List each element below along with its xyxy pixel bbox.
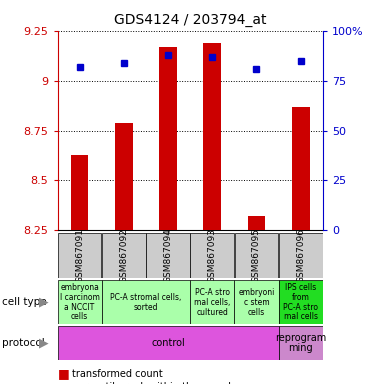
Bar (71, 154, 88, 230)
Bar (58, 326, 279, 360)
Text: cell type: cell type (2, 297, 46, 308)
Text: transformed count: transformed count (72, 369, 163, 379)
Text: control: control (151, 338, 185, 348)
Text: GSM867092: GSM867092 (119, 228, 128, 283)
Text: percentile rank within the sample: percentile rank within the sample (72, 382, 237, 384)
Bar (58, 280, 102, 324)
Bar (146, 233, 190, 278)
Bar (247, 217, 265, 230)
Text: protocol: protocol (2, 338, 45, 348)
Bar (234, 233, 278, 278)
Text: PC-A stro
mal cells,
cultured: PC-A stro mal cells, cultured (194, 288, 230, 316)
Text: GSM867093: GSM867093 (208, 228, 217, 283)
Bar (159, 47, 177, 230)
Text: embryona
l carcinom
a NCCIT
cells: embryona l carcinom a NCCIT cells (60, 283, 99, 321)
Bar (190, 233, 234, 278)
Bar (102, 280, 190, 324)
Bar (58, 233, 102, 278)
Text: IPS cells
from
PC-A stro
mal cells: IPS cells from PC-A stro mal cells (283, 283, 318, 321)
Bar (292, 107, 309, 230)
Text: GSM867094: GSM867094 (164, 228, 173, 283)
Title: GDS4124 / 203794_at: GDS4124 / 203794_at (114, 13, 266, 27)
Bar (115, 122, 133, 230)
Bar (203, 43, 221, 230)
Text: PC-A stromal cells,
sorted: PC-A stromal cells, sorted (110, 293, 182, 312)
Text: ▶: ▶ (39, 336, 49, 349)
Bar (102, 233, 146, 278)
Bar (234, 280, 279, 324)
Bar (190, 280, 234, 324)
Text: GSM867095: GSM867095 (252, 228, 261, 283)
Text: GSM867091: GSM867091 (75, 228, 84, 283)
Text: ■: ■ (58, 367, 69, 380)
Text: GSM867096: GSM867096 (296, 228, 305, 283)
Bar (279, 280, 323, 324)
Text: ■: ■ (58, 381, 69, 384)
Bar (279, 326, 323, 360)
Text: embryoni
c stem
cells: embryoni c stem cells (238, 288, 275, 316)
Bar (279, 233, 322, 278)
Text: reprogram
ming: reprogram ming (275, 333, 326, 353)
Text: ▶: ▶ (39, 296, 49, 309)
